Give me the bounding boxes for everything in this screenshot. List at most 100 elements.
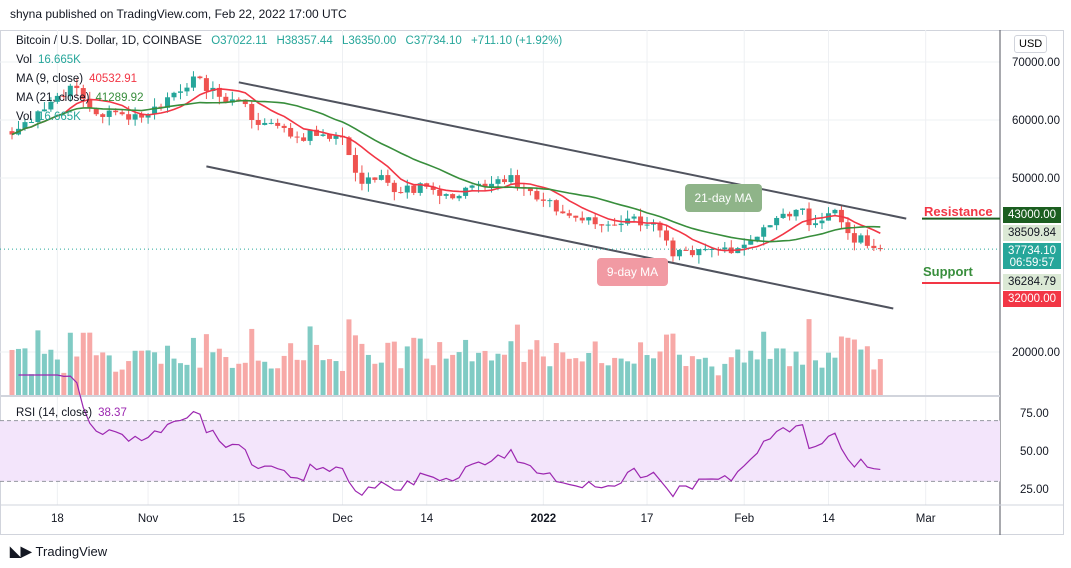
candle-body	[93, 108, 99, 115]
candle-body	[612, 224, 618, 226]
candle-body	[579, 217, 585, 221]
footer-logo[interactable]: ◣▶ TradingView	[10, 543, 107, 560]
candle-body	[657, 222, 663, 231]
chart-frame[interactable]	[0, 30, 1064, 535]
candle-body	[197, 76, 203, 79]
volume-bar	[521, 361, 527, 395]
candle-body	[527, 188, 533, 192]
candle-body	[48, 101, 54, 110]
time-tick: Feb	[734, 513, 754, 525]
volume-bar	[210, 352, 216, 395]
candle-body	[327, 134, 333, 139]
footer-brand: TradingView	[35, 544, 108, 559]
volume-bar	[560, 352, 566, 395]
candle-body	[877, 248, 883, 250]
candle-body	[774, 217, 780, 226]
candle-body	[378, 175, 384, 180]
volume-bar	[262, 361, 268, 395]
volume-bar	[165, 345, 171, 395]
volume-bar	[223, 357, 229, 395]
candle-body	[793, 209, 799, 217]
time-tick: 15	[232, 513, 245, 525]
candle-body	[851, 233, 857, 243]
candle-body	[165, 97, 171, 108]
candle-body	[663, 230, 669, 241]
support-label: Support	[923, 264, 973, 279]
candle-body	[74, 85, 80, 89]
volume-bar	[249, 328, 255, 395]
candle-body	[398, 192, 404, 194]
candle-body	[87, 98, 93, 109]
candle-body	[560, 211, 566, 214]
candle-body	[813, 223, 819, 226]
volume-bar	[566, 358, 572, 395]
volume-bar	[450, 354, 456, 395]
volume-bar	[93, 355, 99, 395]
candle-body	[119, 112, 125, 115]
candle-body	[54, 95, 60, 102]
volume-bar	[644, 355, 650, 395]
volume-bar	[651, 358, 657, 395]
volume-bar	[22, 348, 28, 395]
volume-bar	[48, 349, 54, 395]
rsi-value: 38.37	[98, 407, 127, 419]
volume-bar	[696, 359, 702, 395]
volume-bar	[242, 362, 248, 395]
volume-bar	[443, 358, 449, 395]
volume-bar	[625, 361, 631, 395]
candle-body	[437, 189, 443, 196]
candle-body	[573, 215, 579, 218]
volume-bar	[573, 358, 579, 395]
time-tick: 14	[822, 513, 835, 525]
time-tick: 18	[51, 513, 64, 525]
volume-bar	[476, 352, 482, 395]
candle-body	[281, 125, 287, 128]
volume-bar	[87, 332, 93, 395]
volume-bar	[514, 324, 520, 395]
price-tick: 20000.00	[1012, 347, 1060, 359]
vol-value: 16.665K	[38, 54, 81, 66]
vol2-label: Vol	[16, 111, 32, 123]
candle-body	[100, 114, 106, 117]
volume-bar	[638, 342, 644, 395]
candle-body	[113, 110, 119, 113]
candle-body	[275, 122, 281, 126]
legend-main: Bitcoin / U.S. Dollar, 1D, COINBASE O370…	[16, 35, 568, 47]
candle-body	[216, 87, 222, 97]
volume-bar	[871, 369, 877, 395]
volume-bar	[41, 353, 47, 395]
ma9-price-label: 36284.79	[1003, 274, 1061, 290]
volume-bar	[800, 364, 806, 395]
volume-bar	[333, 361, 339, 395]
volume-bar	[612, 357, 618, 395]
volume-bar	[702, 357, 708, 395]
volume-bar	[203, 334, 209, 395]
candle-body	[508, 175, 514, 183]
candle-body	[599, 224, 605, 226]
candle-body	[417, 183, 423, 193]
volume-bar	[657, 351, 663, 395]
volume-bar	[398, 368, 404, 395]
candle-body	[534, 191, 540, 200]
ma21-price-label: 38509.84	[1003, 225, 1061, 241]
candle-body	[352, 155, 358, 173]
volume-bar	[158, 363, 164, 395]
volume-bar	[391, 341, 397, 395]
volume-bar	[437, 342, 443, 395]
rsi-tick: 75.00	[1020, 408, 1049, 420]
candle-body	[67, 85, 73, 97]
candle-body	[553, 200, 559, 212]
candle-body	[819, 220, 825, 224]
volume-bar	[80, 332, 86, 395]
candle-body	[741, 244, 747, 249]
candle-body	[780, 213, 786, 218]
candle-body	[268, 122, 274, 124]
volume-bar	[339, 370, 345, 395]
currency-button[interactable]: USD	[1014, 35, 1048, 53]
ohlc-open: O37022.11	[211, 35, 268, 47]
candle-body	[482, 183, 488, 187]
time-tick: 17	[641, 513, 654, 525]
volume-bar	[320, 360, 326, 395]
volume-bar	[352, 335, 358, 395]
